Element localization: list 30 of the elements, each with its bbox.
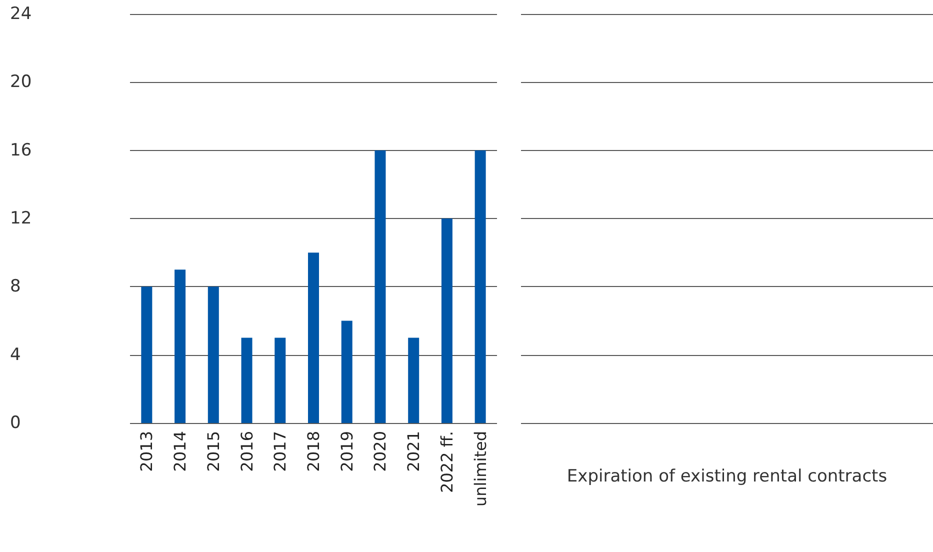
y-tick-label: 4	[10, 344, 21, 365]
y-tick-label: 0	[10, 413, 21, 433]
x-tick-label: 2018	[304, 431, 323, 472]
x-tick-label: unlimited	[470, 431, 490, 506]
y-tick-label: 20	[10, 72, 32, 92]
bar	[308, 252, 319, 423]
y-tick-label: 8	[10, 276, 21, 297]
y-tick-label: 16	[10, 140, 32, 160]
bar	[141, 286, 152, 423]
x-tick-label: 2021	[404, 431, 424, 472]
bar	[274, 338, 286, 423]
bar	[408, 338, 420, 423]
bar	[474, 150, 486, 423]
x-tick-label: 2020	[370, 431, 390, 472]
x-tick-label: 2022 ff.	[437, 431, 456, 493]
x-tick-label: 2014	[170, 431, 190, 472]
bar	[441, 218, 452, 423]
x-tick-label: 2019	[337, 431, 356, 472]
y-tick-label: 12	[10, 208, 32, 228]
x-tick-label: 2013	[137, 431, 156, 472]
x-tick-label: 2015	[204, 431, 223, 472]
bar	[174, 270, 186, 423]
x-axis-title: Expiration of existing rental contracts	[566, 466, 888, 486]
x-tick-label: 2017	[270, 431, 290, 472]
y-tick-label: 24	[10, 4, 32, 24]
bar	[341, 320, 352, 423]
x-tick-label: 2016	[237, 431, 256, 472]
bar	[374, 150, 386, 423]
bar	[241, 338, 252, 423]
bar	[208, 286, 219, 423]
